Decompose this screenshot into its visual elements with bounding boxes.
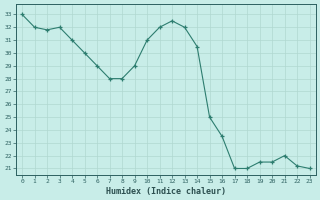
X-axis label: Humidex (Indice chaleur): Humidex (Indice chaleur)	[106, 187, 226, 196]
